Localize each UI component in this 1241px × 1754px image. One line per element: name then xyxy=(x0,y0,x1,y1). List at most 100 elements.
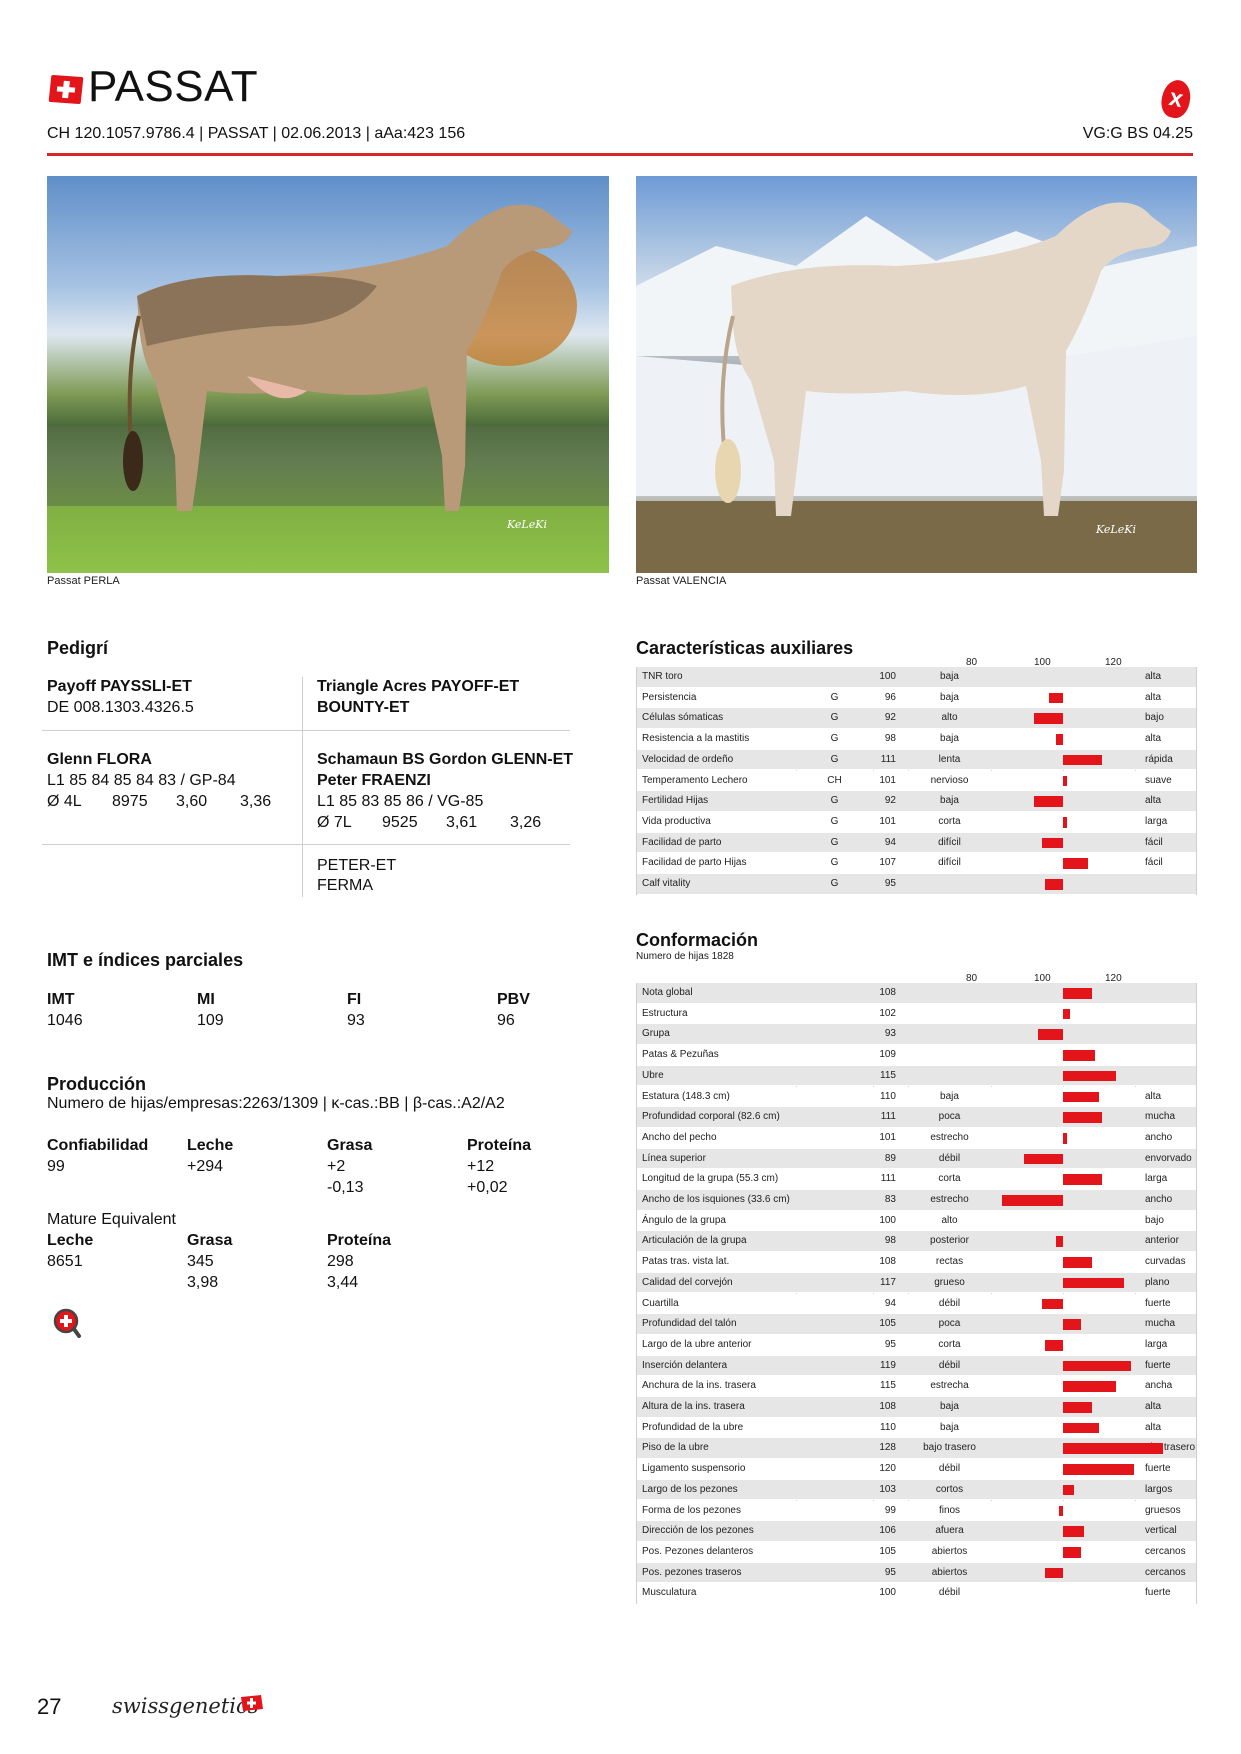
trait-low-label: estrecho xyxy=(930,1194,969,1205)
trait-value: 109 xyxy=(879,1049,896,1061)
fi-value: 93 xyxy=(347,1012,365,1029)
trait-low-label: baja xyxy=(940,1401,959,1412)
table-row xyxy=(637,1045,1196,1066)
milk-value: +294 xyxy=(187,1158,224,1175)
trait-bar xyxy=(1041,1298,1063,1310)
pedigree-divider-2 xyxy=(42,844,570,845)
trait-low-label: posterior xyxy=(930,1235,969,1247)
imt-heading: IMT e índices parciales xyxy=(47,950,244,970)
trait-low-label: abiertos xyxy=(931,1545,968,1557)
brand-flag-icon xyxy=(241,1695,263,1711)
trait-value: 105 xyxy=(879,1318,896,1330)
trait-low-label: alto xyxy=(941,712,958,724)
trait-high-label: fácil xyxy=(1145,857,1163,869)
milk-label: Leche xyxy=(187,1137,234,1154)
trait-high-label: ancho xyxy=(1145,1131,1173,1143)
trait-name: Pos. pezones traseros xyxy=(642,1566,742,1578)
table-row xyxy=(637,1479,1196,1501)
trait-value: 95 xyxy=(884,1338,896,1350)
trait-bar xyxy=(1063,1422,1099,1434)
trait-high-label: alto trasero xyxy=(1145,1442,1196,1454)
trait-high-label: fuerte xyxy=(1145,1587,1171,1599)
trait-low-label: afuera xyxy=(935,1525,964,1537)
page-title: PASSAT xyxy=(88,62,259,111)
trait-high-label: fácil xyxy=(1145,836,1163,848)
table-row xyxy=(637,1003,1196,1025)
trait-high-label: anterior xyxy=(1145,1235,1179,1247)
trait-low-label xyxy=(908,1024,991,1045)
trait-high-label: mucha xyxy=(1145,1111,1176,1123)
pedigree-vertical-divider xyxy=(302,677,303,897)
trait-value: 92 xyxy=(884,712,896,724)
trait-value: 102 xyxy=(879,1007,896,1019)
table-row xyxy=(637,1065,1196,1087)
trait-name: Pos. Pezones delanteros xyxy=(642,1545,754,1557)
trait-high-label: alta xyxy=(1145,733,1162,745)
trait-value: 95 xyxy=(884,1566,896,1578)
trait-low-label: baja xyxy=(940,1421,959,1433)
trait-low-label: grueso xyxy=(934,1276,965,1288)
daughters-line: Numero de hijas/empresas:2263/1309 | κ-c… xyxy=(47,1095,505,1112)
trait-high-label: fuerte xyxy=(1145,1359,1171,1371)
trait-value: 98 xyxy=(884,733,896,745)
trait-low-label: nervioso xyxy=(930,774,969,786)
trait-high-label: alta xyxy=(1145,1090,1162,1102)
trait-high-label xyxy=(1145,983,1225,1004)
conf-scale-120: 120 xyxy=(1105,973,1122,984)
trait-bar xyxy=(1063,775,1067,787)
conf-scale-80: 80 xyxy=(966,973,978,984)
trait-value: 115 xyxy=(880,1069,896,1081)
trait-bar xyxy=(1063,1484,1074,1496)
table-row xyxy=(637,1417,1196,1439)
trait-value: 100 xyxy=(879,671,896,682)
trait-value: 108 xyxy=(879,987,896,998)
trait-value: 120 xyxy=(879,1463,896,1475)
search-swiss-icon[interactable] xyxy=(53,1308,81,1338)
trait-bar xyxy=(1023,1153,1063,1165)
trait-low-label: bajo trasero xyxy=(923,1442,976,1454)
trait-high-label xyxy=(1145,1066,1225,1087)
mature-equivalent-title: Mature Equivalent xyxy=(47,1211,176,1228)
trait-value: 108 xyxy=(879,1256,896,1268)
trait-low-label: alto xyxy=(941,1214,958,1226)
trait-name: TNR toro xyxy=(642,671,683,682)
trait-name: Profundidad de la ubre xyxy=(642,1421,744,1433)
table-row xyxy=(637,1314,1196,1335)
trait-high-label: bajo xyxy=(1145,1214,1164,1226)
trait-value: 106 xyxy=(879,1525,896,1537)
dam-milk: 8975 xyxy=(112,793,148,810)
trait-bar xyxy=(1059,1505,1063,1517)
trait-high-label: alta xyxy=(1145,1401,1162,1412)
trait-name: Anchura de la ins. trasera xyxy=(642,1380,756,1392)
trait-low-label: difícil xyxy=(938,836,961,848)
trait-high-label: cercanos xyxy=(1145,1566,1186,1578)
trait-name: Facilidad de parto Hijas xyxy=(642,857,747,869)
trait-name: Longitud de la grupa (55.3 cm) xyxy=(642,1173,779,1185)
aux-scale-80: 80 xyxy=(966,657,978,668)
trait-low-label: finos xyxy=(938,1504,961,1516)
trait-source: G xyxy=(830,836,839,848)
conf-scale-100: 100 xyxy=(1034,973,1051,984)
trait-value: 111 xyxy=(880,1111,896,1123)
trait-high-label: alta xyxy=(1145,795,1162,807)
trait-value: 96 xyxy=(884,691,896,703)
trait-low-label: corta xyxy=(938,1338,961,1350)
trait-low-label: difícil xyxy=(938,857,961,869)
ddd-dam: FERMA xyxy=(317,877,373,894)
table-row xyxy=(637,1376,1196,1397)
reliability-value: 99 xyxy=(47,1158,65,1175)
trait-source: G xyxy=(830,712,839,724)
trait-bar xyxy=(1063,858,1088,869)
trait-name: Ancho de los isquiones (33.6 cm) xyxy=(642,1194,790,1205)
trait-value: 105 xyxy=(879,1545,896,1557)
swiss-flag-icon xyxy=(48,74,84,105)
trait-low-label xyxy=(908,874,991,895)
trait-low-label xyxy=(908,983,991,1004)
page-number: 27 xyxy=(37,1694,62,1719)
trait-value: 108 xyxy=(879,1401,896,1412)
trait-high-label: alta xyxy=(1145,691,1162,703)
trait-value: 101 xyxy=(879,1131,896,1143)
trait-high-label: cercanos xyxy=(1145,1545,1186,1557)
aux-heading: Características auxiliares xyxy=(636,638,854,658)
trait-name: Línea superior xyxy=(642,1152,706,1164)
